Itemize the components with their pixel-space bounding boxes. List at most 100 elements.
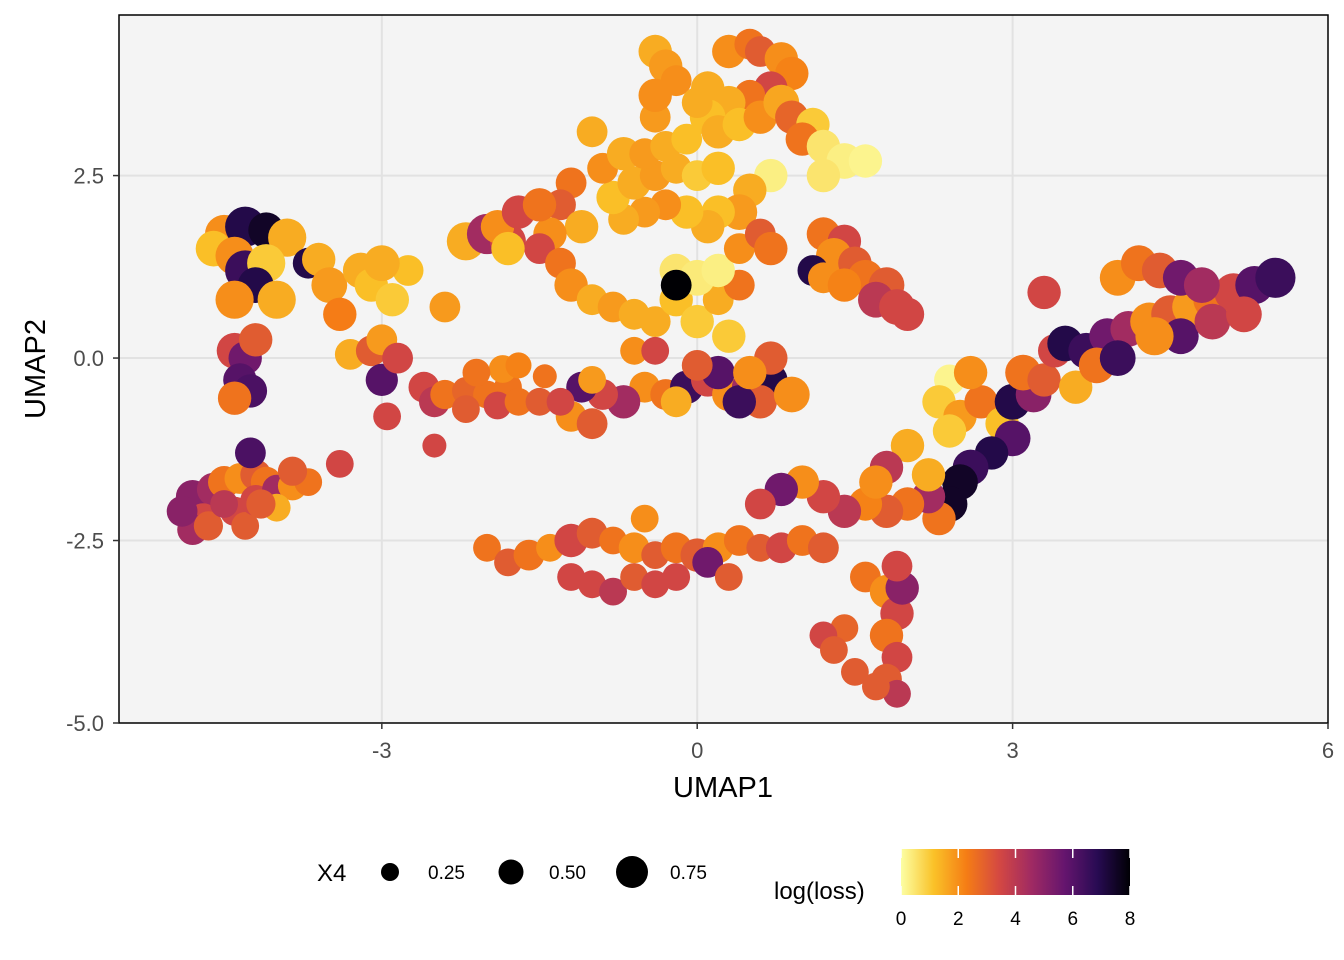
y-tick-label: -2.5 xyxy=(66,529,104,554)
data-point xyxy=(1135,317,1174,356)
x-tick-label: -3 xyxy=(372,738,392,763)
data-point xyxy=(483,391,512,420)
data-point xyxy=(422,433,447,458)
data-point xyxy=(848,144,883,178)
color-bar-label: 4 xyxy=(1010,909,1021,930)
data-point xyxy=(1194,303,1231,340)
data-point xyxy=(953,355,988,390)
data-point xyxy=(323,297,357,331)
data-point xyxy=(859,465,893,499)
data-point xyxy=(911,458,946,492)
data-point xyxy=(576,116,608,148)
data-point xyxy=(375,283,409,317)
data-point xyxy=(1059,370,1093,404)
y-tick-label: -5.0 xyxy=(66,711,104,736)
y-axis: -5.0 -2.5 0.0 2.5 xyxy=(66,164,119,736)
x-tick-label: 0 xyxy=(691,738,703,763)
data-point xyxy=(754,231,788,266)
data-point xyxy=(1027,275,1061,310)
color-bar-label: 0 xyxy=(896,909,907,930)
data-point xyxy=(268,218,307,257)
data-point xyxy=(1226,296,1262,333)
data-point xyxy=(808,532,839,564)
data-point xyxy=(166,495,198,527)
data-point xyxy=(641,570,670,599)
data-point xyxy=(578,366,606,394)
data-point xyxy=(452,395,480,423)
data-point xyxy=(862,672,890,701)
data-point xyxy=(235,437,266,469)
data-point xyxy=(546,387,575,416)
data-point xyxy=(660,386,692,418)
data-point xyxy=(193,511,223,541)
data-point xyxy=(733,355,767,390)
data-point xyxy=(630,504,659,533)
plot-panel-border xyxy=(118,14,1329,724)
data-point xyxy=(246,489,276,519)
data-point xyxy=(681,350,713,381)
y-tick-label: 0.0 xyxy=(73,346,104,371)
data-point xyxy=(430,379,460,410)
data-point xyxy=(841,658,869,686)
data-point xyxy=(373,402,401,431)
y-tick-label: 2.5 xyxy=(73,164,104,189)
data-point xyxy=(429,291,461,323)
data-point xyxy=(1255,257,1296,298)
data-point xyxy=(257,280,296,319)
data-point xyxy=(599,577,627,606)
data-point xyxy=(620,336,648,365)
color-bar-label: 2 xyxy=(953,909,964,930)
data-point xyxy=(1183,267,1220,303)
data-point xyxy=(639,306,671,337)
data-point xyxy=(311,267,348,303)
data-point xyxy=(660,269,692,301)
data-point xyxy=(671,123,703,155)
data-point xyxy=(932,414,967,448)
data-point xyxy=(773,376,810,413)
data-point xyxy=(522,188,557,222)
data-point xyxy=(532,364,557,389)
data-point xyxy=(363,245,400,282)
size-legend-key xyxy=(616,856,648,888)
data-point xyxy=(890,297,925,331)
x-tick-label: 6 xyxy=(1322,738,1334,763)
data-point xyxy=(641,336,670,365)
x-axis-title: UMAP1 xyxy=(673,772,773,804)
data-point xyxy=(638,78,672,113)
data-point xyxy=(505,352,532,379)
color-bar-label: 6 xyxy=(1067,909,1078,930)
data-point xyxy=(701,151,735,185)
data-point xyxy=(692,547,724,578)
data-point xyxy=(806,158,841,193)
data-point xyxy=(210,490,239,518)
size-legend-key xyxy=(381,863,399,881)
data-point xyxy=(744,488,776,520)
data-point xyxy=(557,563,585,591)
data-point xyxy=(217,381,252,415)
data-point xyxy=(820,636,848,664)
data-point xyxy=(462,358,491,387)
data-point xyxy=(881,550,913,582)
x-axis: -3 0 3 6 xyxy=(372,723,1334,763)
data-point xyxy=(662,563,691,591)
data-point xyxy=(701,253,735,288)
data-points xyxy=(166,28,1296,708)
data-point xyxy=(239,323,273,357)
data-point xyxy=(231,512,260,540)
data-point xyxy=(964,385,998,419)
size-legend-key xyxy=(498,859,524,885)
data-point xyxy=(1162,318,1199,355)
data-point xyxy=(890,428,925,463)
size-legend-label: 0.25 xyxy=(428,863,465,884)
data-point xyxy=(746,533,775,562)
data-point xyxy=(714,563,743,591)
data-point xyxy=(1099,340,1136,376)
data-point xyxy=(215,280,254,319)
data-point xyxy=(722,385,756,419)
data-point xyxy=(504,387,533,416)
data-point xyxy=(392,255,424,286)
color-legend: log(loss) 0 2 4 6 8 xyxy=(774,849,1135,930)
x-tick-label: 3 xyxy=(1006,738,1018,763)
data-point xyxy=(491,231,525,266)
